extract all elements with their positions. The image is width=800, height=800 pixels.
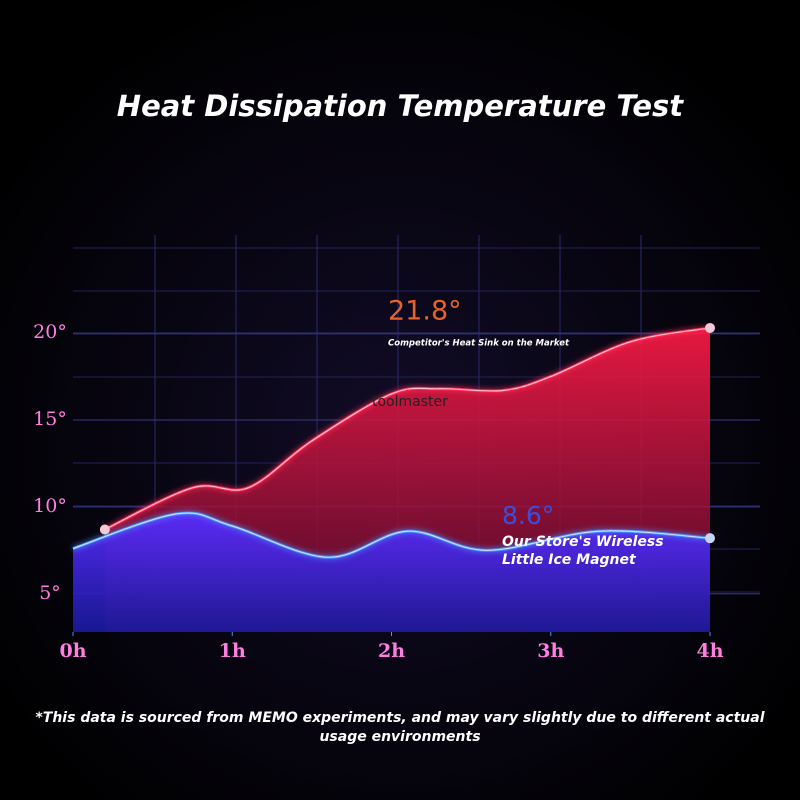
x-tick-label: 0h bbox=[59, 640, 86, 662]
y-tick-label: 10° bbox=[33, 495, 67, 517]
chart-title: Heat Dissipation Temperature Test bbox=[117, 89, 685, 123]
x-tick-label: 3h bbox=[537, 640, 564, 662]
line-core bbox=[72, 512, 711, 558]
watermark: toolmaster bbox=[372, 394, 448, 410]
area bbox=[73, 512, 710, 632]
point bbox=[705, 322, 715, 333]
footnote: *This data is sourced from MEMO experime… bbox=[35, 710, 764, 745]
point bbox=[705, 533, 715, 544]
peak-label: 8.6° bbox=[502, 501, 554, 530]
y-tick-label: 5° bbox=[39, 582, 61, 604]
series-label-line: Little Ice Magnet bbox=[502, 552, 637, 568]
footnote-line: usage environments bbox=[319, 729, 480, 745]
line-core bbox=[104, 327, 711, 531]
series-label: Competitor's Heat Sink on the Market bbox=[388, 339, 570, 349]
series-label-line: Our Store's Wireless bbox=[502, 534, 664, 550]
x-tick-label: 2h bbox=[378, 640, 405, 662]
x-tick-label: 1h bbox=[219, 640, 246, 662]
peak-label: 21.8° bbox=[388, 296, 462, 327]
y-tick-label: 20° bbox=[33, 321, 67, 343]
x-tick-label: 4h bbox=[696, 640, 723, 662]
plot bbox=[72, 322, 715, 632]
y-tick-label: 15° bbox=[33, 408, 67, 430]
point bbox=[99, 524, 110, 535]
series-label: Our Store's Wireless Little Ice Magnet bbox=[502, 534, 664, 568]
footnote-line: *This data is sourced from MEMO experime… bbox=[35, 710, 764, 726]
